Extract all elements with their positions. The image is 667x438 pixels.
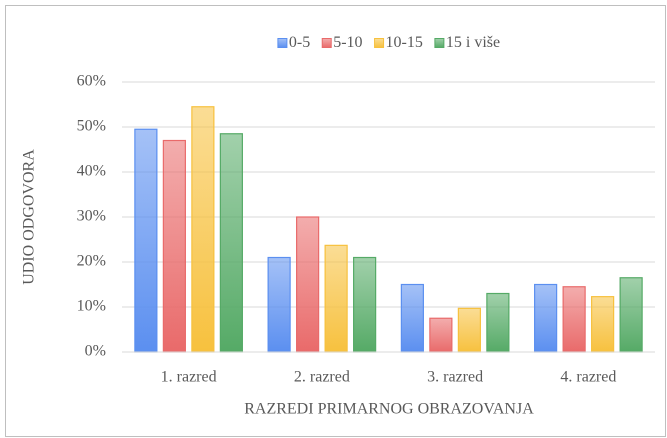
y-axis-title: UDIO ODGOVORA xyxy=(21,149,38,285)
bar xyxy=(562,286,586,353)
chart-frame xyxy=(5,5,666,437)
x-tick-label: 2. razred xyxy=(294,369,350,386)
x-tick-label: 3. razred xyxy=(427,369,483,386)
bar xyxy=(191,106,215,353)
y-tick-label: 50% xyxy=(77,118,106,135)
bar xyxy=(619,277,643,353)
bar xyxy=(296,216,320,353)
bar xyxy=(324,244,348,353)
x-tick-label: 1. razred xyxy=(161,369,217,386)
legend-swatch xyxy=(434,38,445,48)
y-tick-label: 30% xyxy=(77,208,106,225)
y-tick-label: 10% xyxy=(77,298,106,315)
legend-swatch xyxy=(321,38,332,48)
bar xyxy=(457,307,481,353)
x-tick-label: 4. razred xyxy=(560,369,616,386)
bar xyxy=(162,139,186,353)
bar xyxy=(429,317,453,353)
legend-swatch xyxy=(277,38,288,48)
legend-label: 5-10 xyxy=(333,34,362,51)
bar xyxy=(534,283,558,353)
bar xyxy=(134,128,158,353)
y-tick-label: 60% xyxy=(77,73,106,90)
bar xyxy=(353,256,377,353)
y-tick-label: 20% xyxy=(77,253,106,270)
y-tick-label: 0% xyxy=(85,343,106,360)
bar xyxy=(219,133,243,353)
legend-label: 0-5 xyxy=(289,34,310,51)
x-axis-title: RAZREDI PRIMARNOG OBRAZOVANJA xyxy=(244,401,534,418)
bar xyxy=(400,283,424,353)
legend-swatch xyxy=(374,38,385,48)
bar xyxy=(486,292,510,353)
legend-label: 15 i više xyxy=(446,34,500,51)
y-tick-label: 40% xyxy=(77,163,106,180)
bar xyxy=(591,296,615,353)
legend-label: 10-15 xyxy=(386,34,423,51)
bar xyxy=(267,256,291,353)
